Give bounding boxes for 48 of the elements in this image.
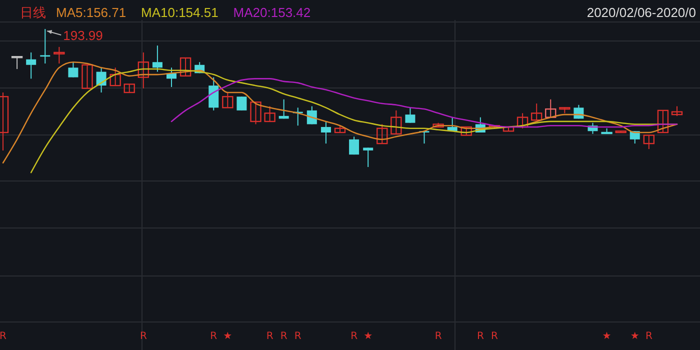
candlestick [530,103,542,121]
chart-subtitle: 2020/02/06-2020/0 [586,5,696,20]
candlestick [11,56,23,70]
candlestick [82,64,93,89]
candlestick [250,102,262,125]
text: R [645,331,652,342]
text: R [210,331,218,342]
text: R [266,331,274,342]
candlestick [110,67,121,86]
candlestick [657,110,669,134]
candlestick [138,52,150,89]
text: MA5:156.71 [56,5,126,20]
candlestick [180,57,192,77]
text: R [490,331,498,342]
candlestick [278,98,289,120]
candlestick [26,52,36,80]
text: R [294,331,302,342]
text: MA20:153.42 [233,5,311,20]
text: R [350,331,358,342]
candlestick [54,46,65,64]
text: ★ [223,331,232,342]
text: R [434,331,442,342]
text: R [0,331,6,342]
text: R [140,331,147,342]
candlestick [390,110,402,134]
candlestick [320,120,331,144]
chart-title: 日线 [20,6,46,21]
candlestick [236,96,247,111]
text: R [476,331,484,342]
candlestick [68,62,78,78]
candlestick [264,106,276,122]
candlestick [643,134,655,150]
text: ★ [630,331,640,342]
candlestick [152,45,162,72]
text: R [280,331,288,342]
text: ★ [602,331,612,342]
candlestick [363,147,374,168]
candlestick [349,136,360,156]
text: ★ [364,331,373,342]
candlestick [545,98,556,118]
candlestick [671,106,683,116]
candlestick [405,107,416,124]
candlestick [376,124,388,144]
candlestick [222,92,234,108]
text: MA10:154.51 [141,5,218,20]
annotation: 193.99 [63,28,103,43]
candlestick [516,112,528,129]
candlestick [208,76,219,111]
